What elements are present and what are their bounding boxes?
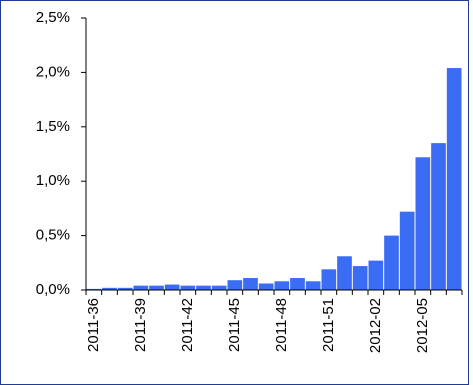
- bar: [258, 283, 274, 290]
- bar: [227, 280, 243, 290]
- bar: [86, 288, 102, 290]
- bar: [164, 284, 180, 290]
- y-tick-label: 1,0%: [36, 172, 70, 189]
- bar: [243, 278, 258, 290]
- bar: [117, 287, 133, 290]
- y-tick-label: 2,0%: [36, 63, 70, 80]
- x-tick-label: 2011-45: [226, 298, 243, 352]
- bar: [337, 256, 352, 290]
- bar: [368, 260, 384, 290]
- x-tick-label: 2012-02: [367, 298, 384, 353]
- x-tick-label: 2011-39: [132, 298, 149, 352]
- bar: [180, 285, 196, 290]
- bar: [102, 287, 117, 290]
- y-tick-label: 1,5%: [36, 118, 70, 135]
- bar: [321, 269, 337, 290]
- x-tick-label: 2011-48: [273, 298, 290, 352]
- x-tick-label: 2011-42: [179, 298, 196, 352]
- x-tick-label: 2011-51: [320, 298, 337, 352]
- x-tick-label: 2011-36: [85, 298, 102, 352]
- bar: [133, 285, 149, 290]
- bar: [384, 235, 399, 290]
- y-tick-label: 0,0%: [36, 281, 70, 298]
- bar: [431, 143, 446, 290]
- y-tick-label: 0,5%: [36, 227, 70, 244]
- bar: [196, 285, 211, 290]
- bar: [415, 157, 431, 290]
- bar: [149, 285, 164, 290]
- bar: [399, 211, 415, 290]
- bar: [352, 266, 368, 290]
- bar: [211, 285, 227, 290]
- bar: [446, 68, 462, 290]
- y-tick-label: 2,5%: [36, 9, 70, 26]
- x-tick-label: 2012-05: [414, 298, 431, 353]
- bar: [305, 281, 321, 290]
- bar: [290, 278, 305, 290]
- bar: [274, 281, 290, 290]
